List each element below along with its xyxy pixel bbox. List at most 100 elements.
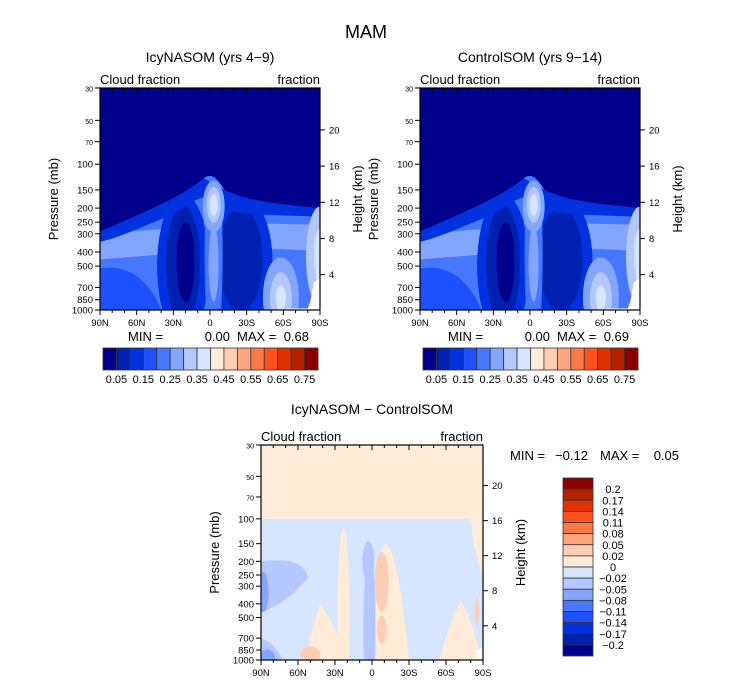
colorbar-box	[277, 347, 292, 371]
x-tick-label: 30S	[558, 318, 575, 329]
colorbar-box	[610, 347, 625, 371]
colorbar: 0.20.170.140.110.080.050.020−0.02−0.05−0…	[562, 477, 627, 657]
x-tick-label: 90N	[411, 318, 429, 329]
y-tick-label: 300	[397, 229, 413, 240]
y-tick-label: 250	[77, 218, 93, 229]
height-tick-label: 12	[492, 551, 503, 562]
panel-diff: IcyNASOM − ControlSOM Cloud fraction fract…	[207, 401, 679, 679]
colorbar-label: 0.15	[133, 374, 154, 386]
min-value: −0.12	[555, 448, 588, 463]
contour-fill	[470, 518, 483, 576]
contour-fill	[100, 88, 320, 232]
colorbar-label: 0.45	[213, 374, 234, 386]
height-tick-label: 8	[492, 586, 497, 597]
x-tick-label: 60S	[595, 318, 612, 329]
x-tick-label: 90S	[475, 668, 492, 679]
colorbar-box	[196, 347, 211, 371]
x-tick-label: 60N	[128, 318, 146, 329]
left-label: Cloud fraction	[100, 72, 180, 87]
contour-fill	[208, 225, 219, 302]
colorbar-box	[142, 347, 158, 371]
height-tick-label: 8	[329, 234, 334, 245]
colorbar-box	[562, 488, 594, 501]
colorbar-label: 0.35	[186, 374, 207, 386]
colorbar-box	[562, 577, 594, 590]
colorbar-box	[183, 347, 198, 371]
x-tick-label: 60S	[438, 668, 455, 679]
contour-fill	[420, 88, 640, 232]
left-label: Cloud fraction	[420, 72, 500, 87]
colorbar-box	[236, 347, 252, 371]
height-tick-label: 8	[649, 234, 654, 245]
colorbar-box	[562, 566, 594, 579]
colorbar-box	[562, 522, 594, 535]
figure-title: MAM	[345, 22, 387, 42]
topography-mask	[605, 277, 640, 310]
y-tick-label: 70	[85, 140, 93, 147]
max-label: MAX =	[557, 329, 596, 344]
max-value: 0.69	[604, 329, 629, 344]
colorbar-box	[489, 347, 505, 371]
contour-fill	[538, 207, 583, 310]
colorbar-box	[263, 347, 279, 371]
contour-fill	[261, 572, 269, 613]
colorbar-label: 0.75	[614, 374, 635, 386]
contour-fill	[595, 285, 606, 310]
colorbar: 0.05 0.15 0.25 0.35 0.45 0.55 0.65 0.75	[422, 347, 639, 386]
height-tick-label: 12	[329, 198, 340, 209]
colorbar-box	[624, 347, 639, 371]
y-axis-label: Pressure (mb)	[207, 511, 222, 593]
x-tick-label: 90N	[252, 668, 270, 679]
colorbar-box	[223, 347, 238, 371]
min-label: MIN =	[128, 329, 163, 344]
contour-fill	[362, 541, 375, 582]
y-axis-label: Pressure (mb)	[46, 158, 61, 240]
height-tick-label: 20	[329, 125, 340, 136]
y-tick-label: 200	[77, 204, 93, 215]
colorbar-label: 0.05	[602, 540, 623, 552]
y-tick-label: 500	[238, 613, 254, 624]
height-tick-label: 4	[649, 270, 654, 281]
colorbar-box	[583, 347, 599, 371]
colorbar: 0.05 0.15 0.25 0.35 0.45 0.55 0.65 0.75	[102, 347, 319, 386]
colorbar-box	[156, 347, 171, 371]
panel-control: ControlSOM (yrs 9−14) Cloud fraction fract…	[366, 49, 685, 386]
colorbar-label: 0.45	[533, 374, 554, 386]
y-tick-label: 200	[238, 557, 254, 568]
height-tick-label: 4	[329, 270, 334, 281]
colorbar-label: 0.25	[159, 374, 180, 386]
colorbar-label: 0.17	[602, 495, 623, 507]
colorbar-box	[476, 347, 491, 371]
y-tick-label: 30	[405, 87, 413, 94]
colorbar-label: 0.55	[240, 374, 261, 386]
contour-fill	[474, 597, 479, 626]
colorbar-label: 0.08	[602, 529, 623, 541]
x-tick-label: 60S	[275, 318, 292, 329]
y-tick-label: 200	[397, 204, 413, 215]
y-tick-label: 1000	[392, 306, 413, 317]
x-tick-label: 90N	[91, 318, 109, 329]
colorbar-box	[562, 510, 594, 523]
colorbar-box	[116, 347, 131, 371]
colorbar-box	[449, 347, 464, 371]
colorbar-label: −0.08	[599, 595, 627, 607]
height-tick-label: 20	[649, 125, 660, 136]
min-label: MIN =	[510, 448, 545, 463]
colorbar-box	[503, 347, 518, 371]
colorbar-label: 0.65	[267, 374, 288, 386]
max-value: 0.68	[284, 329, 309, 344]
colorbar-label: 0.25	[479, 374, 500, 386]
min-label: MIN =	[448, 329, 483, 344]
y-tick-label: 250	[397, 218, 413, 229]
y-tick-label: 30	[246, 444, 254, 451]
colorbar-box	[562, 499, 594, 512]
height-tick-label: 16	[649, 162, 660, 173]
colorbar-label: −0.11	[599, 607, 626, 619]
colorbar-box	[129, 347, 144, 371]
topography-mask	[448, 647, 483, 660]
contour-fill	[300, 646, 321, 660]
contour-fill	[275, 285, 286, 310]
colorbar-label: 0.05	[426, 374, 447, 386]
x-tick-label: 90S	[312, 318, 329, 329]
